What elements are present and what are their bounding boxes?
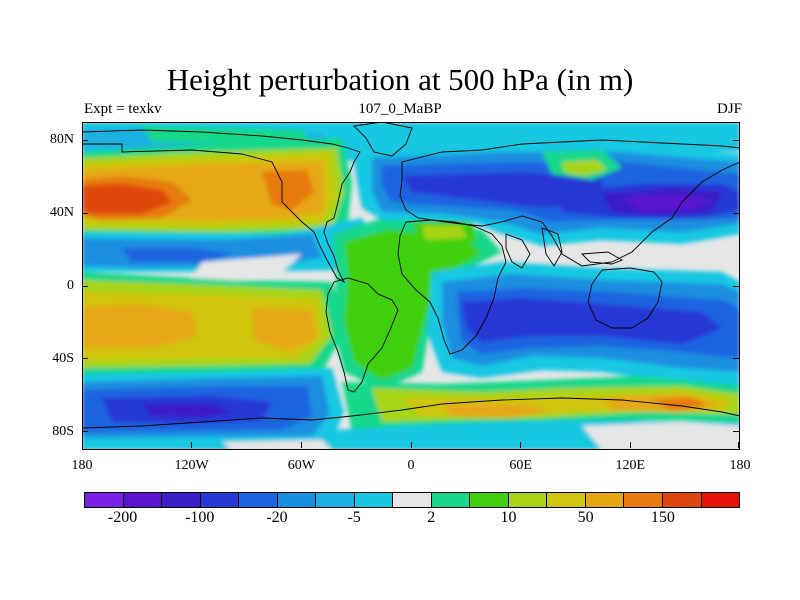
colorbar-label: -100 [185, 509, 215, 526]
lat-tick-label: 40N [49, 205, 74, 221]
contour-fill [622, 194, 712, 212]
colorbar-swatch [469, 492, 508, 508]
contour-fill [652, 398, 707, 410]
lon-tick-mark [81, 442, 83, 448]
coastline-greenland [353, 122, 413, 157]
period-label: 107_0_MaBP [358, 101, 442, 117]
lat-tick-mark [733, 285, 739, 287]
coastline-africa [397, 219, 507, 355]
colorbar-swatch [392, 492, 431, 508]
colorbar-label: -20 [266, 509, 288, 526]
contour-fill [262, 170, 314, 210]
lat-tick-mark [733, 431, 739, 433]
lat-tick-mark [82, 212, 88, 214]
lat-tick-mark [82, 358, 88, 360]
colorbar-label: 10 [500, 509, 517, 526]
contour-fill [442, 404, 552, 418]
map-frame [82, 122, 740, 450]
coastline-antarctica [82, 397, 740, 450]
contour-map [82, 122, 740, 450]
lon-tick-label: 180 [729, 458, 751, 473]
lon-tick-label: 60W [287, 458, 315, 473]
colorbar-swatch [584, 492, 624, 508]
contour-fill [582, 422, 740, 450]
lon-tick-mark [191, 442, 193, 448]
colorbar [84, 492, 741, 508]
colorbar-label: 150 [650, 509, 675, 526]
season-label: DJF [716, 101, 742, 117]
contour-fills [82, 122, 740, 450]
lat-tick-mark [82, 139, 88, 141]
lon-tick-mark [629, 442, 631, 448]
coastline-maritime-asia [580, 251, 624, 265]
lon-tick-label: 120E [615, 458, 646, 473]
coastline-south-america [325, 277, 399, 393]
plot-title: Height perturbation at 500 hPa (in m) [166, 62, 634, 97]
contour-fill [462, 298, 722, 344]
contour-fill [142, 404, 232, 418]
coastline-south-asia [505, 227, 563, 269]
coastlines [82, 122, 740, 450]
coastline-australia [587, 267, 663, 329]
colorbar-swatch [700, 492, 741, 508]
contour-fill [422, 226, 466, 240]
lon-tick-label: 60E [509, 458, 532, 473]
map-canvas [82, 122, 740, 450]
contour-fill [344, 230, 482, 380]
contour-fill [402, 172, 602, 208]
contour-fill [252, 308, 316, 350]
lon-tick-label: 120W [174, 458, 209, 473]
contour-fill [142, 126, 312, 144]
contour-fill [192, 254, 302, 282]
experiment-label: Expt = texkv [84, 101, 162, 117]
lat-tick-label: 40S [52, 350, 74, 366]
lat-tick-label: 80N [49, 132, 74, 148]
contour-fill [82, 184, 172, 214]
lat-tick-mark [733, 139, 739, 141]
colorbar-swatch [661, 492, 701, 508]
colorbar-label: -5 [347, 509, 361, 526]
colorbar-swatch [276, 492, 316, 508]
contour-fill [222, 440, 332, 450]
lon-tick-label: 0 [407, 458, 415, 473]
colorbar-swatch [507, 492, 547, 508]
lon-tick-label: 180 [71, 458, 93, 473]
colorbar-label: -200 [107, 509, 138, 526]
colorbar-swatch [546, 492, 585, 508]
colorbar-swatch [430, 492, 470, 508]
colorbar-swatch [353, 492, 393, 508]
colorbar-swatch [623, 492, 662, 508]
coastline-north-america [82, 129, 361, 284]
lat-tick-mark [82, 431, 88, 433]
colorbar-swatch [315, 492, 354, 508]
colorbar-label: 2 [427, 509, 436, 526]
lon-tick-mark [410, 442, 412, 448]
lon-tick-mark [300, 442, 302, 448]
contour-fill [82, 304, 197, 348]
lat-tick-label: 0 [67, 278, 74, 293]
lat-tick-mark [82, 285, 88, 287]
colorbar-swatch [238, 492, 277, 508]
lon-tick-mark [737, 442, 739, 448]
colorbar-swatch [161, 492, 200, 508]
contour-fill [562, 160, 607, 176]
contour-fill [122, 248, 232, 262]
lat-tick-mark [733, 212, 739, 214]
colorbar-swatch [199, 492, 239, 508]
colorbar-swatch [122, 492, 162, 508]
lat-tick-label: 80S [52, 423, 74, 439]
lon-tick-mark [520, 442, 522, 448]
colorbar-label: 50 [577, 509, 594, 526]
lat-tick-mark [733, 358, 739, 360]
colorbar-swatch [84, 492, 123, 508]
